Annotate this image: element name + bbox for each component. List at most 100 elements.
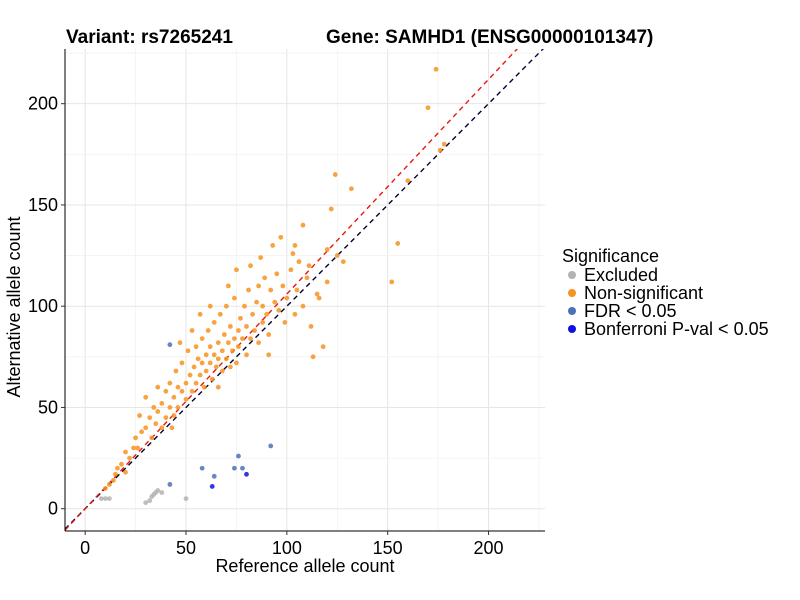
data-point	[260, 303, 266, 309]
data-point	[197, 372, 203, 378]
data-point	[199, 360, 205, 366]
data-point	[207, 360, 213, 366]
data-point	[131, 445, 136, 451]
data-point	[266, 352, 272, 358]
data-point	[225, 340, 231, 346]
reference-line-fit	[65, 49, 519, 531]
data-point	[155, 384, 161, 390]
data-point	[213, 364, 219, 370]
data-point	[348, 186, 354, 192]
data-point	[207, 344, 213, 350]
y-tick-label: 50	[38, 397, 58, 417]
data-point	[223, 356, 229, 362]
data-point	[256, 340, 262, 346]
data-point	[179, 360, 185, 366]
data-point	[292, 311, 298, 317]
data-point	[221, 332, 227, 337]
data-point	[308, 324, 314, 329]
data-point	[437, 147, 443, 153]
data-point	[195, 356, 201, 362]
data-point	[268, 443, 274, 449]
y-ticks: 0 50 100 150 200	[28, 94, 65, 519]
data-point	[98, 496, 104, 501]
data-point	[147, 498, 153, 504]
data-point	[151, 405, 157, 410]
data-point	[137, 413, 143, 418]
data-point	[334, 253, 340, 258]
data-point	[306, 263, 312, 269]
data-point	[248, 336, 253, 342]
data-point	[189, 328, 195, 333]
axes	[64, 49, 545, 532]
data-point	[227, 324, 233, 329]
series-excluded	[98, 488, 189, 506]
data-point	[217, 311, 223, 317]
data-point	[106, 496, 112, 501]
data-point	[290, 251, 296, 256]
data-point	[175, 384, 181, 390]
data-point	[260, 320, 266, 325]
data-point	[389, 279, 395, 285]
data-point	[123, 469, 128, 475]
data-point	[209, 376, 215, 382]
legend-label: Excluded	[584, 265, 658, 285]
data-point	[167, 342, 173, 348]
data-point	[183, 396, 189, 402]
legend-entry: Excluded	[568, 265, 658, 285]
data-point	[135, 445, 141, 451]
data-point	[268, 287, 274, 293]
data-point	[215, 384, 221, 390]
data-point	[405, 178, 411, 184]
data-point	[425, 105, 431, 111]
data-point	[236, 328, 241, 333]
data-point	[177, 340, 183, 346]
data-point	[294, 287, 300, 293]
data-point	[106, 482, 112, 487]
data-point	[197, 311, 203, 317]
data-point	[171, 413, 177, 418]
data-point	[266, 332, 272, 337]
data-point	[169, 425, 175, 431]
data-point	[179, 388, 185, 394]
x-tick-label: 0	[80, 538, 90, 558]
data-point	[256, 283, 262, 289]
data-point	[189, 388, 195, 394]
data-point	[340, 259, 346, 265]
x-tick-label: 150	[373, 538, 403, 558]
data-point	[250, 311, 255, 317]
data-point	[149, 435, 155, 441]
chart-title-variant: Variant: rs7265241	[66, 27, 233, 48]
data-point	[133, 435, 138, 441]
data-point	[328, 206, 334, 212]
data-point	[278, 234, 284, 240]
data-point	[193, 344, 199, 350]
data-point	[236, 453, 241, 459]
data-point	[199, 336, 205, 342]
series-bonferroni-p-val-0-05	[209, 471, 249, 489]
data-point	[274, 271, 280, 277]
data-point	[395, 241, 401, 246]
data-point	[244, 324, 249, 329]
data-point	[300, 222, 306, 228]
data-point	[185, 348, 191, 354]
data-point	[111, 477, 116, 483]
y-axis-title: Alternative allele count	[4, 216, 24, 397]
x-ticks: 0 50 100 150 200	[80, 531, 504, 558]
data-point	[119, 461, 124, 467]
y-tick-label: 150	[28, 195, 58, 215]
x-axis-title: Reference allele count	[215, 556, 394, 576]
data-point	[270, 243, 276, 248]
data-point	[304, 275, 310, 281]
data-point	[167, 482, 173, 487]
x-tick-label: 100	[272, 538, 302, 558]
data-point	[215, 356, 221, 362]
data-point	[159, 425, 165, 431]
data-point	[203, 368, 209, 374]
data-point	[240, 465, 245, 471]
data-point	[232, 295, 237, 301]
data-point	[324, 247, 330, 252]
data-point	[183, 380, 189, 386]
data-point	[155, 488, 161, 493]
